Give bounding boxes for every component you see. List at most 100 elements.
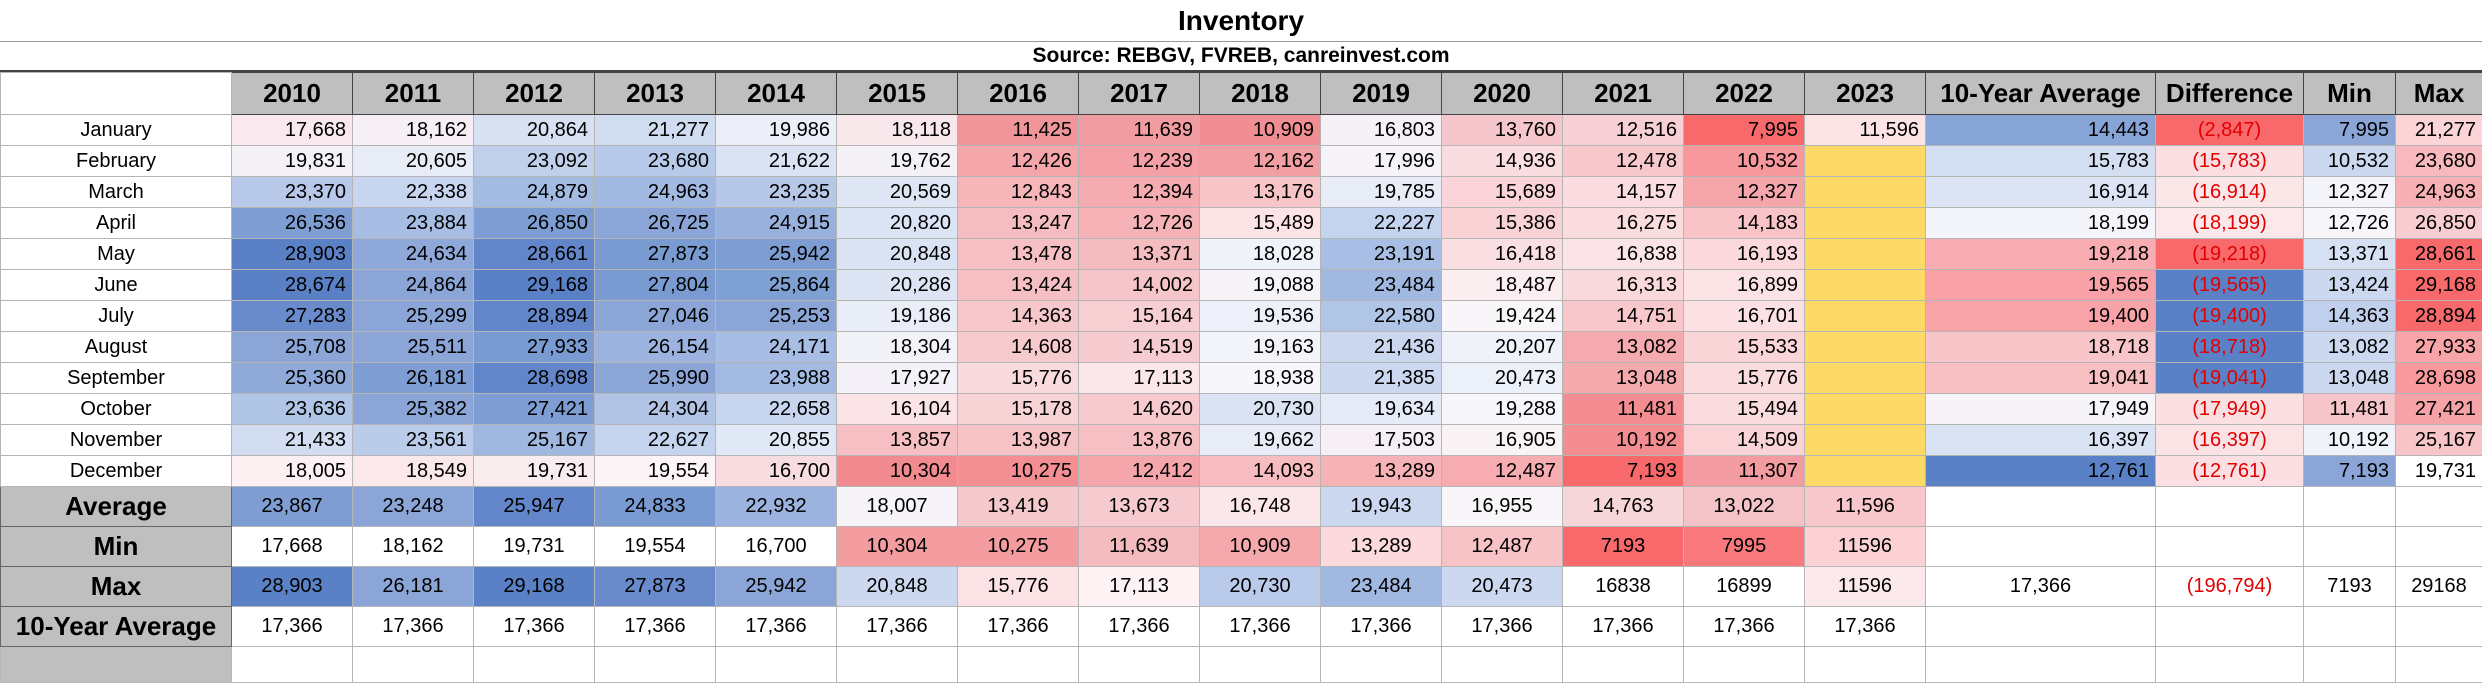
summary-cell: 27,873 [594,566,716,607]
summary-cell: 22,932 [715,486,837,527]
table-cell: 14,002 [1078,269,1200,301]
table-cell: 23,680 [2395,145,2482,177]
table-cell: 13,424 [957,269,1079,301]
table-cell: 13,478 [957,238,1079,270]
table-cell [1804,362,1926,394]
table-cell: (17,949) [2155,393,2304,425]
table-cell: 18,549 [352,455,474,487]
summary-cell: 17,366 [352,606,474,647]
table-cell: 7,193 [2303,455,2396,487]
column-header: 2014 [715,72,837,115]
table-cell: (18,199) [2155,207,2304,239]
table-cell: 15,164 [1078,300,1200,332]
table-cell: 23,561 [352,424,474,456]
table-cell: 21,277 [594,114,716,146]
table-cell: 19,536 [1199,300,1321,332]
table-row: May 28,903 24,634 28,661 27,873 25,942 20,848 1… [0,238,2482,270]
table-cell: 25,708 [231,331,353,363]
table-cell: 12,726 [2303,207,2396,239]
table-cell: 7,995 [2303,114,2396,146]
table-cell: 27,933 [2395,331,2482,363]
summary-cell: 25,942 [715,566,837,607]
summary-cell [2155,486,2304,527]
table-cell: 18,938 [1199,362,1321,394]
table-cell: 13,176 [1199,176,1321,208]
table-cell: 17,949 [1925,393,2156,425]
summary-cell [2155,526,2304,567]
column-header: 10-Year Average [1925,72,2156,115]
table-cell: 25,253 [715,300,837,332]
table-cell: 14,608 [957,331,1079,363]
table-row: July 27,283 25,299 28,894 27,046 25,253 19,186… [0,300,2482,332]
table-cell: 12,487 [1441,455,1563,487]
table-cell: 17,668 [231,114,353,146]
summary-cell: 7193 [1562,526,1684,567]
table-cell: (16,914) [2155,176,2304,208]
table-cell: 24,963 [2395,176,2482,208]
table-cell: 19,731 [473,455,595,487]
table-cell: 13,048 [2303,362,2396,394]
empty-cell [715,646,837,683]
summary-cell: 17,366 [957,606,1079,647]
table-cell: 13,371 [2303,238,2396,270]
table-cell [1804,300,1926,332]
summary-cell: 16838 [1562,566,1684,607]
summary-cell: 28,903 [231,566,353,607]
table-cell: 11,307 [1683,455,1805,487]
column-header: 2015 [836,72,958,115]
table-cell: 20,864 [473,114,595,146]
table-cell: 18,118 [836,114,958,146]
table-cell: 14,751 [1562,300,1684,332]
summary-cell: 16,955 [1441,486,1563,527]
table-cell: 19,986 [715,114,837,146]
table-cell: 16,803 [1320,114,1442,146]
table-cell: 14,157 [1562,176,1684,208]
empty-row [0,646,2482,683]
table-cell: 23,235 [715,176,837,208]
column-header: 2022 [1683,72,1805,115]
month-rows: January 17,668 18,162 20,864 21,277 19,986 18,… [0,114,2482,487]
table-cell: 16,914 [1925,176,2156,208]
table-cell: 25,511 [352,331,474,363]
table-cell: 15,689 [1441,176,1563,208]
table-row: August 25,708 25,511 27,933 26,154 24,171 18,3… [0,331,2482,363]
summary-cell: 11596 [1804,566,1926,607]
table-cell: 19,731 [2395,455,2482,487]
table-cell: 18,487 [1441,269,1563,301]
table-cell: 12,327 [2303,176,2396,208]
table-cell: (15,783) [2155,145,2304,177]
table-cell: 18,028 [1199,238,1321,270]
summary-cell [2395,606,2482,647]
table-cell: 12,726 [1078,207,1200,239]
table-cell: 13,247 [957,207,1079,239]
empty-cell [1320,646,1442,683]
column-header: Min [2303,72,2396,115]
inventory-table: 2010 2011 2012 2013 2014 2015 2016 2017 2018 2019… [0,72,2482,683]
table-cell: 22,627 [594,424,716,456]
table-cell: 28,661 [2395,238,2482,270]
summary-cell [2395,486,2482,527]
table-row: February 19,831 20,605 23,092 23,680 21,622 19… [0,145,2482,177]
summary-cell [2395,526,2482,567]
table-cell: 25,167 [2395,424,2482,456]
table-cell: 16,700 [715,455,837,487]
table-cell: 28,661 [473,238,595,270]
column-header: 2019 [1320,72,1442,115]
table-row: November 21,433 23,561 25,167 22,627 20,855 13… [0,424,2482,456]
summary-cell [1925,526,2156,567]
table-cell: 26,725 [594,207,716,239]
summary-cell: 16,748 [1199,486,1321,527]
empty-cell [2395,646,2482,683]
table-cell: 14,363 [957,300,1079,332]
summary-cell: 29,168 [473,566,595,607]
table-cell: 27,873 [594,238,716,270]
table-cell: 12,239 [1078,145,1200,177]
summary-cell: 24,833 [594,486,716,527]
table-cell: 21,277 [2395,114,2482,146]
table-cell: 12,426 [957,145,1079,177]
month-label: April [0,207,232,239]
table-cell: 19,288 [1441,393,1563,425]
table-cell: 14,443 [1925,114,2156,146]
table-cell: 20,207 [1441,331,1563,363]
table-cell: 15,386 [1441,207,1563,239]
